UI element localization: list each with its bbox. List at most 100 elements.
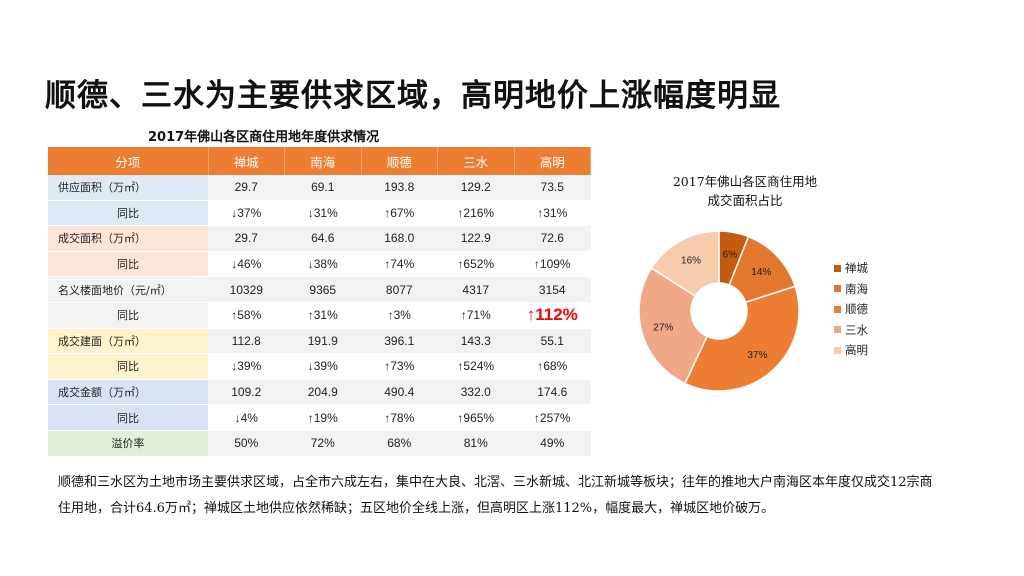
header-cell: 禅城	[208, 147, 285, 175]
table-cell: ↑965%	[437, 404, 514, 431]
header-cell: 分项	[48, 147, 209, 175]
table-cell: 64.6	[284, 225, 361, 252]
table-cell: ↑652%	[437, 251, 514, 278]
table-row: 同比 ↓39% ↓39% ↑73% ↑524% ↑68%	[48, 353, 591, 380]
table-row: 溢价率 50% 72% 68% 81% 49%	[48, 430, 591, 457]
legend-label: 南海	[845, 281, 868, 296]
table-cell: 81%	[437, 430, 514, 457]
row-label: 同比	[48, 200, 208, 227]
pie-slice-顺德	[683, 285, 800, 392]
table-cell: 109.2	[208, 379, 285, 406]
table-cell: ↑31%	[284, 302, 361, 329]
pie-data-label: 16%	[681, 256, 701, 267]
legend-item: 顺德	[834, 299, 868, 320]
table-row: 供应面积（万㎡） 29.7 69.1 193.8 129.2 73.5	[48, 175, 591, 201]
header-cell: 三水	[437, 147, 515, 175]
chart-legend: 禅城南海顺德三水高明	[834, 258, 868, 361]
table-cell: ↑68%	[514, 353, 591, 380]
table-cell: 29.7	[208, 175, 285, 201]
table-cell: ↑58%	[208, 302, 285, 329]
table-cell: 396.1	[361, 328, 438, 355]
table-cell: ↑71%	[437, 302, 514, 329]
table-cell: 73.5	[514, 175, 591, 201]
table-cell: 112.8	[208, 328, 285, 355]
legend-item: 禅城	[834, 258, 868, 279]
pie-data-label: 27%	[653, 323, 673, 334]
table-cell: 49%	[514, 430, 591, 457]
pie-slice-三水	[638, 267, 709, 385]
table-cell: ↓37%	[208, 200, 285, 227]
table-row: 成交面积（万㎡） 29.7 64.6 168.0 122.9 72.6	[48, 225, 591, 252]
table-title: 2017年佛山各区商住用地年度供求情况	[148, 130, 380, 145]
table-cell: 50%	[208, 430, 285, 457]
legend-item: 三水	[834, 320, 868, 341]
table-cell: ↓39%	[208, 353, 285, 380]
supply-demand-table: 分项 禅城 南海 顺德 三水 高明 供应面积（万㎡） 29.7 69.1 193.8 1…	[48, 147, 591, 457]
table-cell: 174.6	[514, 379, 591, 406]
table-cell: 72%	[284, 430, 361, 457]
legend-swatch	[834, 346, 841, 354]
legend-swatch	[834, 285, 841, 293]
legend-label: 禅城	[845, 261, 868, 276]
table-row: 成交金额（万㎡） 109.2 204.9 490.4 332.0 174.6	[48, 379, 591, 406]
table-cell: 29.7	[208, 225, 285, 252]
table-cell: 55.1	[514, 328, 591, 355]
table-cell: 3154	[514, 276, 591, 303]
table-cell: 490.4	[361, 379, 438, 406]
row-label: 同比	[48, 404, 208, 431]
table-cell: 204.9	[284, 379, 361, 406]
pie-title-line: 2017年佛山各区商住用地	[672, 174, 818, 189]
table-cell: ↑74%	[361, 251, 438, 278]
table-cell: ↑112%	[514, 302, 591, 329]
row-label: 成交金额（万㎡）	[48, 379, 208, 406]
table-row: 同比 ↓37% ↓31% ↑67% ↑216% ↑31%	[48, 200, 591, 227]
table-cell: 10329	[208, 276, 285, 303]
table-cell: 4317	[437, 276, 514, 303]
table-cell: ↓39%	[284, 353, 361, 380]
table-cell: ↑216%	[437, 200, 514, 227]
table-cell: ↓31%	[284, 200, 361, 227]
legend-swatch	[834, 305, 841, 313]
pie-data-label: 6%	[723, 250, 738, 261]
table-row: 同比 ↓4% ↑19% ↑78% ↑965% ↑257%	[48, 404, 591, 431]
legend-item: 高明	[834, 340, 868, 361]
pie-slice-高明	[650, 230, 720, 298]
table-cell: ↑31%	[514, 200, 591, 227]
table-cell: 8077	[361, 276, 438, 303]
row-label: 名义楼面地价（元/㎡）	[48, 276, 208, 303]
summary-paragraph: 顺德和三水区为土地市场主要供求区域，占全市六成左右，集中在大良、北滘、三水新城、…	[58, 475, 933, 516]
table-cell: ↑524%	[437, 353, 514, 380]
donut-chart: 6% 14% 37% 27% 16%	[638, 230, 800, 392]
table-cell: 129.2	[437, 175, 514, 201]
table-cell: ↓46%	[208, 251, 285, 278]
legend-item: 南海	[834, 279, 868, 300]
pie-chart-title: 2017年佛山各区商住用地 成交面积占比	[650, 172, 840, 210]
table-cell: ↑109%	[514, 251, 591, 278]
table-row: 同比 ↓46% ↓38% ↑74% ↑652% ↑109%	[48, 251, 591, 278]
table-cell: ↑78%	[361, 404, 438, 431]
table-cell: 69.1	[284, 175, 361, 201]
table-cell: 191.9	[284, 328, 361, 355]
page-title: 顺德、三水为主要供求区域，高明地价上涨幅度明显	[45, 78, 781, 114]
legend-swatch	[834, 264, 841, 272]
table-cell: ↑73%	[361, 353, 438, 380]
table-cell: ↑19%	[284, 404, 361, 431]
pie-data-label: 14%	[751, 267, 771, 278]
row-label: 成交面积（万㎡）	[48, 225, 208, 252]
row-label: 供应面积（万㎡）	[48, 175, 208, 201]
pie-title-line: 成交面积占比	[707, 193, 783, 208]
header-cell: 顺德	[361, 147, 438, 175]
legend-label: 顺德	[845, 302, 868, 317]
table-cell: ↑257%	[514, 404, 591, 431]
header-cell: 南海	[284, 147, 362, 175]
table-cell: ↓38%	[284, 251, 361, 278]
table-cell: 332.0	[437, 379, 514, 406]
pie-data-label: 37%	[747, 350, 767, 361]
table-cell: 122.9	[437, 225, 514, 252]
legend-label: 三水	[845, 322, 868, 337]
row-label: 成交建面（万㎡）	[48, 328, 208, 355]
header-cell: 高明	[514, 147, 591, 175]
row-label: 同比	[48, 302, 208, 329]
table-cell: 72.6	[514, 225, 591, 252]
table-row: 同比 ↑58% ↑31% ↑3% ↑71% ↑112%	[48, 302, 591, 329]
